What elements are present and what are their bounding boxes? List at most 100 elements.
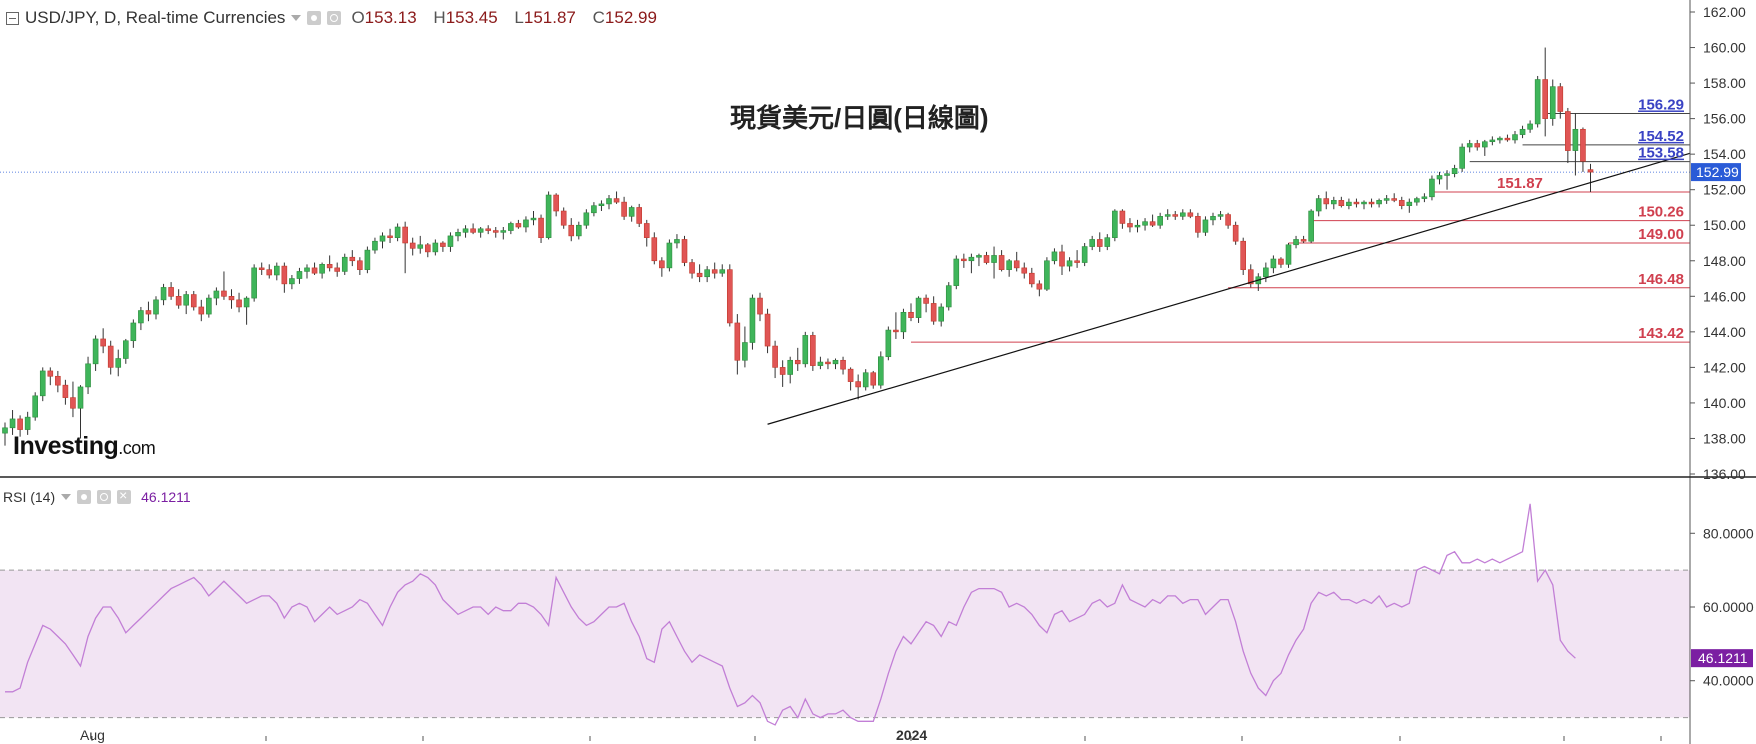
candle-body xyxy=(923,297,929,304)
candle-body xyxy=(357,260,363,270)
candle-body xyxy=(1180,212,1186,217)
chart-header: USD/JPY, D, Real-time Currencies O153.13… xyxy=(6,8,669,28)
candle-body xyxy=(477,228,484,233)
price-tick-label: 146.00 xyxy=(1703,288,1746,304)
level-label-149.00: 149.00 xyxy=(1638,226,1684,243)
candle-body xyxy=(1172,214,1179,217)
rsi-tick-label: 80.0000 xyxy=(1703,525,1754,541)
price-tick-label: 158.00 xyxy=(1703,75,1746,91)
symbol-label: USD/JPY, D, Real-time Currencies xyxy=(25,8,286,27)
logo-text: Investing xyxy=(13,432,119,460)
candle-body xyxy=(160,287,167,301)
trendline xyxy=(767,152,1691,425)
candle-body xyxy=(1391,198,1397,201)
time-label: Aug xyxy=(80,727,105,743)
candle-body xyxy=(1444,173,1450,176)
candle-body xyxy=(1519,128,1526,135)
candle-body xyxy=(304,267,310,272)
candle-body xyxy=(1414,198,1420,203)
candle-body xyxy=(183,294,189,306)
candle-body xyxy=(424,244,431,253)
candle-body xyxy=(628,207,635,217)
candle-body xyxy=(1225,214,1231,226)
candle-body xyxy=(893,329,899,333)
candle-body xyxy=(153,299,159,315)
candle-body xyxy=(2,427,8,434)
level-label-153.58: 153.58 xyxy=(1638,145,1684,162)
candle-body xyxy=(1278,258,1284,265)
gear-icon[interactable] xyxy=(327,11,342,25)
candle-body xyxy=(138,310,144,324)
candle-body xyxy=(24,416,31,430)
candle-body xyxy=(485,228,492,231)
candle-body xyxy=(1036,283,1043,290)
candle-body xyxy=(100,338,106,347)
candle-body xyxy=(621,201,627,217)
time-label: 2024 xyxy=(896,727,927,743)
candle-body xyxy=(341,256,348,272)
candle-body xyxy=(930,303,937,322)
eye-icon[interactable] xyxy=(307,11,322,25)
level-label-143.42: 143.42 xyxy=(1638,325,1684,342)
candle-body xyxy=(583,212,590,226)
candle-body xyxy=(976,255,982,258)
candle-body xyxy=(1361,201,1367,205)
level-label-151.87: 151.87 xyxy=(1497,175,1543,192)
candle-body xyxy=(938,306,945,322)
candle-body xyxy=(1270,258,1277,269)
candle-body xyxy=(794,359,801,365)
candle-body xyxy=(908,311,914,318)
candle-body xyxy=(636,207,643,224)
candle-body xyxy=(1089,239,1095,247)
candle-body xyxy=(1210,216,1216,221)
candle-body xyxy=(523,219,529,228)
candle-body xyxy=(915,297,922,318)
chevron-down-icon[interactable] xyxy=(291,15,302,21)
eye-icon[interactable] xyxy=(77,490,92,504)
price-tick-label: 152.00 xyxy=(1703,182,1746,198)
candle-body xyxy=(273,265,280,276)
candle-body xyxy=(1323,198,1330,205)
open-value: 153.13 xyxy=(364,8,417,27)
candle-body xyxy=(47,370,54,377)
rsi-label: RSI (14) xyxy=(3,489,56,505)
gear-icon[interactable] xyxy=(97,490,112,504)
candle-body xyxy=(802,335,809,365)
candle-body xyxy=(613,198,620,203)
candle-body xyxy=(296,271,303,279)
candle-body xyxy=(1285,244,1292,265)
price-tick-label: 154.00 xyxy=(1703,146,1746,162)
candle-body xyxy=(1542,79,1548,119)
candle-body xyxy=(734,322,741,361)
candle-body xyxy=(402,226,408,244)
collapse-icon[interactable] xyxy=(6,11,19,25)
candle-body xyxy=(1217,214,1224,217)
candle-body xyxy=(319,264,325,274)
ohlc-readout: O153.13 H153.45 L151.87 C152.99 xyxy=(351,8,668,28)
candle-body xyxy=(719,269,726,274)
candle-body xyxy=(553,194,559,212)
candle-body xyxy=(1013,260,1020,269)
candle-body xyxy=(1497,137,1503,141)
candle-body xyxy=(281,265,288,285)
chevron-down-icon[interactable] xyxy=(61,494,72,500)
price-tick-label: 140.00 xyxy=(1703,395,1746,411)
candle-body xyxy=(107,345,114,368)
candle-body xyxy=(70,397,76,409)
close-icon[interactable] xyxy=(117,487,132,504)
rsi-value: 46.1211 xyxy=(141,489,191,505)
candle-body xyxy=(1066,260,1073,267)
candle-body xyxy=(1164,214,1171,217)
candle-body xyxy=(1338,200,1345,206)
candle-body xyxy=(462,228,469,233)
low-value: 151.87 xyxy=(523,8,576,27)
candle-body xyxy=(206,297,212,315)
candle-body xyxy=(77,386,84,409)
candle-body xyxy=(704,269,710,278)
candle-body xyxy=(968,256,975,262)
candle-body xyxy=(266,269,273,276)
candlestick-series xyxy=(2,47,1594,446)
candle-body xyxy=(440,242,446,247)
candle-body xyxy=(258,267,265,270)
rsi-line xyxy=(5,503,1576,726)
